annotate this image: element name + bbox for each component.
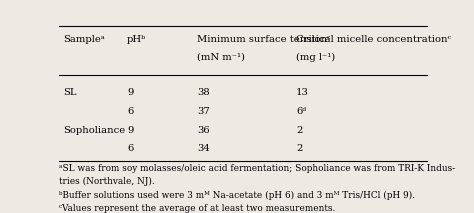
Text: pHᵇ: pHᵇ (127, 35, 146, 44)
Text: Critical micelle concentrationᶜ: Critical micelle concentrationᶜ (296, 35, 451, 44)
Text: 38: 38 (197, 88, 210, 97)
Text: tries (Northvale, NJ).: tries (Northvale, NJ). (59, 177, 155, 186)
Text: 2: 2 (296, 126, 302, 135)
Text: 2: 2 (296, 144, 302, 154)
Text: 13: 13 (296, 88, 309, 97)
Text: Minimum surface tensionᶜ: Minimum surface tensionᶜ (197, 35, 330, 44)
Text: (mN m⁻¹): (mN m⁻¹) (197, 53, 245, 62)
Text: 6: 6 (127, 144, 134, 154)
Text: 37: 37 (197, 107, 210, 116)
Text: 9: 9 (127, 126, 134, 135)
Text: Sampleᵃ: Sampleᵃ (63, 35, 105, 44)
Text: ᵃSL was from soy molasses/oleic acid fermentation; Sopholiance was from TRI-K In: ᵃSL was from soy molasses/oleic acid fer… (59, 164, 456, 173)
Text: ᶜValues represent the average of at least two measurements.: ᶜValues represent the average of at leas… (59, 203, 336, 213)
Text: Sopholiance: Sopholiance (63, 126, 125, 135)
Text: (mg l⁻¹): (mg l⁻¹) (296, 53, 336, 62)
Text: 6: 6 (127, 107, 134, 116)
Text: 36: 36 (197, 126, 210, 135)
Text: 34: 34 (197, 144, 210, 154)
Text: SL: SL (63, 88, 76, 97)
Text: 6ᵈ: 6ᵈ (296, 107, 306, 116)
Text: 9: 9 (127, 88, 134, 97)
Text: ᵇBuffer solutions used were 3 mᴹ Na-acetate (pH 6) and 3 mᴹ Tris/HCl (pH 9).: ᵇBuffer solutions used were 3 mᴹ Na-acet… (59, 190, 415, 200)
